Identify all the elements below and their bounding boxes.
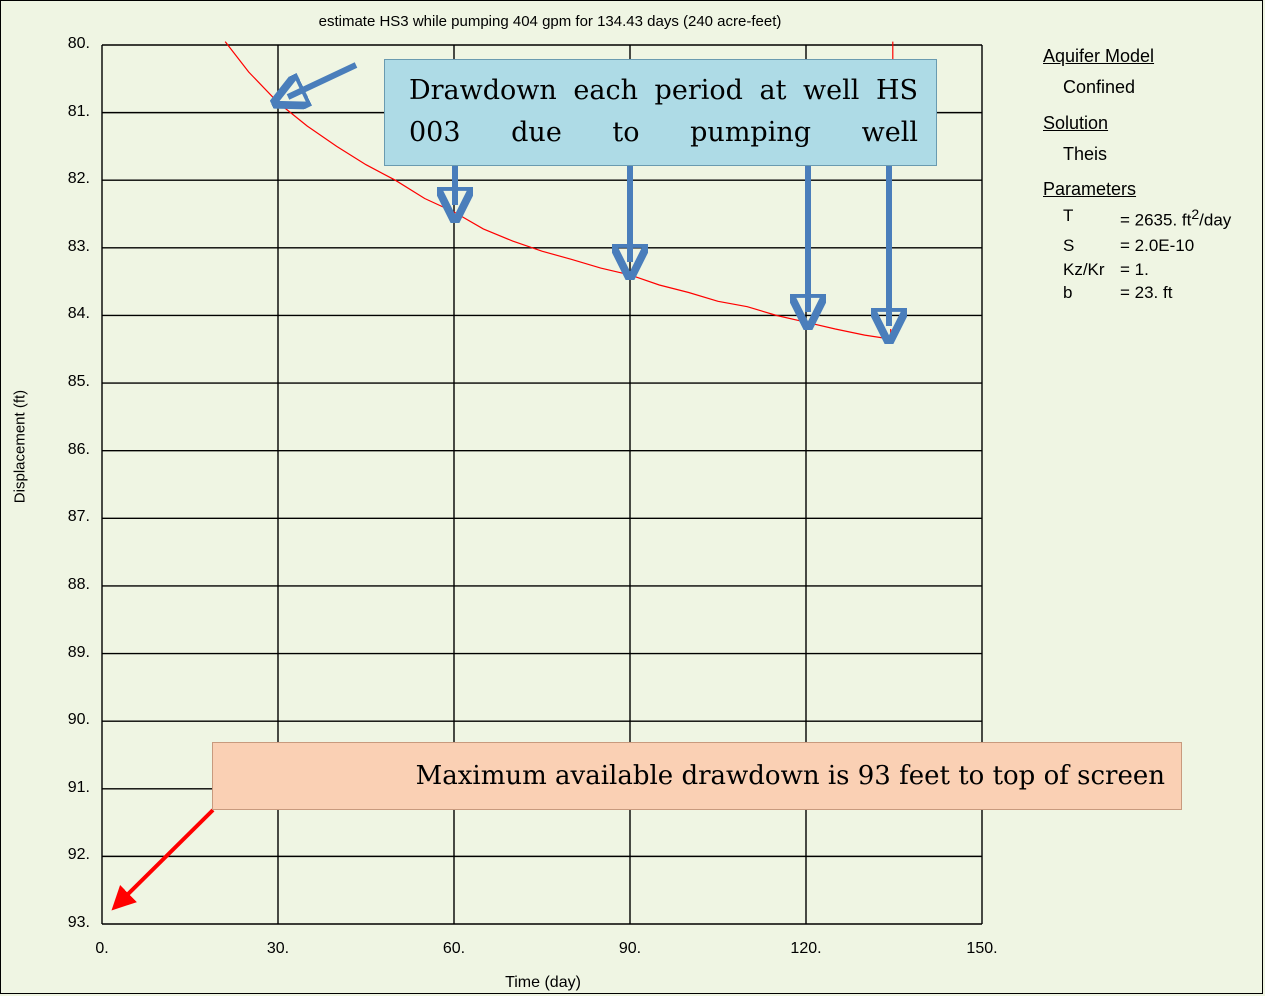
annotation-arrows xyxy=(111,62,889,911)
drawdown-callout: Drawdown each period at well HS 003 due … xyxy=(384,59,937,166)
y-axis-label: Displacement (ft) xyxy=(11,389,29,504)
y-tick-label: 88. xyxy=(67,575,90,593)
solution-value: Theis xyxy=(1063,144,1108,164)
y-tick-label: 89. xyxy=(67,643,90,661)
x-tick-label: 90. xyxy=(618,940,642,957)
y-tick-label: 86. xyxy=(67,440,90,458)
param-kz-value: = 1. xyxy=(1120,260,1149,279)
y-tick-label: 87. xyxy=(67,508,90,526)
x-tick-label: 30. xyxy=(266,940,290,957)
chart-title: estimate HS3 while pumping 404 gpm for 1… xyxy=(318,13,782,30)
y-tick-label: 90. xyxy=(67,711,90,729)
x-tick-label: 0. xyxy=(95,940,109,957)
parameters-heading: Parameters xyxy=(1043,179,1137,199)
param-b-name: b xyxy=(1063,283,1073,302)
solution-heading: Solution xyxy=(1043,113,1109,133)
blue-arrow-curve-pointer xyxy=(288,62,358,97)
x-axis-label: Time (day) xyxy=(505,974,581,991)
param-s-value: = 2.0E-10 xyxy=(1120,236,1195,255)
y-tick-label: 84. xyxy=(67,305,90,323)
series-line-0 xyxy=(224,41,891,340)
param-t-name: T xyxy=(1063,206,1074,225)
param-s-name: S xyxy=(1063,236,1075,255)
red-arrow-bottom xyxy=(111,808,215,911)
y-tick-label: 83. xyxy=(67,237,90,255)
param-t-value: = 2635. ft2/day xyxy=(1120,206,1232,230)
aquifer-model-heading: Aquifer Model xyxy=(1043,46,1155,66)
y-tick-label: 93. xyxy=(67,914,90,931)
aquifer-model-value: Confined xyxy=(1063,77,1136,97)
y-tick-label: 82. xyxy=(67,170,90,188)
x-tick-label: 150. xyxy=(966,940,998,957)
max-drawdown-callout: Maximum available drawdown is 93 feet to… xyxy=(212,742,1182,810)
y-tick-label: 81. xyxy=(67,102,90,120)
x-tick-label: 120. xyxy=(790,940,822,957)
x-tick-label: 60. xyxy=(442,940,466,957)
param-b-value: = 23. ft xyxy=(1120,283,1173,302)
y-tick-label: 85. xyxy=(67,373,90,391)
y-tick-label: 91. xyxy=(67,778,90,796)
param-kz-name: Kz/Kr xyxy=(1063,260,1105,279)
y-tick-label: 80. xyxy=(67,35,90,52)
y-tick-label: 92. xyxy=(67,846,90,864)
